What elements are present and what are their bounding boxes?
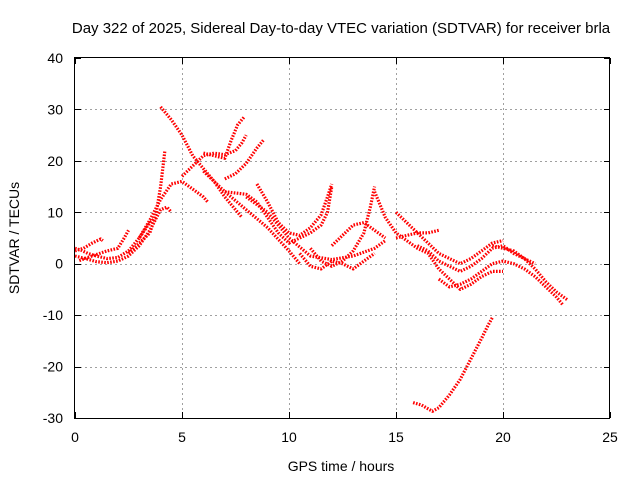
- y-tick-label: -20: [43, 359, 63, 375]
- series-arc-04: [78, 229, 130, 263]
- x-tick-label: 20: [495, 429, 511, 445]
- y-tick-label: 30: [47, 101, 63, 117]
- y-tick-label: 0: [55, 256, 63, 272]
- series-arc-09: [203, 116, 246, 160]
- series-arc-16: [298, 252, 376, 271]
- series-arc-07: [159, 105, 244, 219]
- y-tick-label: -10: [43, 307, 63, 323]
- x-tick-label: 25: [602, 429, 618, 445]
- series-arc-08: [180, 134, 248, 178]
- x-tick-label: 5: [178, 429, 186, 445]
- series-arc-11: [202, 169, 301, 265]
- x-tick-label: 10: [281, 429, 297, 445]
- plot-frame: [74, 57, 610, 419]
- series-arc-13: [255, 183, 334, 237]
- y-tick-label: 20: [47, 153, 63, 169]
- x-tick-label: 15: [388, 429, 404, 445]
- chart-title: Day 322 of 2025, Sidereal Day-to-day VTE…: [72, 20, 611, 37]
- axis-ticks: [75, 58, 611, 419]
- series-arc-23: [491, 244, 569, 301]
- x-axis-label: GPS time / hours: [288, 458, 395, 474]
- series-arc-19: [394, 211, 504, 266]
- tick-labels: 0 5 10 15 20 25 -30 -20 -10 0 10 20 30 40: [43, 50, 618, 445]
- gridlines: [75, 58, 610, 418]
- series-arc-14: [245, 195, 387, 262]
- y-tick-label: 40: [47, 50, 63, 66]
- y-axis-label: SDTVAR / TECUs: [6, 182, 22, 294]
- series-arc-15: [309, 186, 377, 268]
- series-arc-05: [127, 150, 167, 255]
- series-arc-10: [224, 139, 265, 181]
- series-arc-01: [74, 216, 158, 261]
- x-tick-label: 0: [71, 429, 79, 445]
- series-arc-12: [224, 186, 334, 245]
- series-arc-21: [416, 244, 536, 273]
- y-tick-label: -30: [43, 410, 63, 426]
- series-arc-03: [74, 237, 104, 253]
- series-arc-17: [330, 221, 387, 247]
- data-series: [74, 105, 569, 413]
- y-tick-label: 10: [47, 204, 63, 220]
- series-arc-22: [437, 259, 565, 306]
- series-arc-20: [395, 228, 440, 240]
- series-arc-06: [137, 179, 209, 239]
- series-arc-24: [412, 316, 494, 413]
- series-arc-02: [74, 205, 173, 265]
